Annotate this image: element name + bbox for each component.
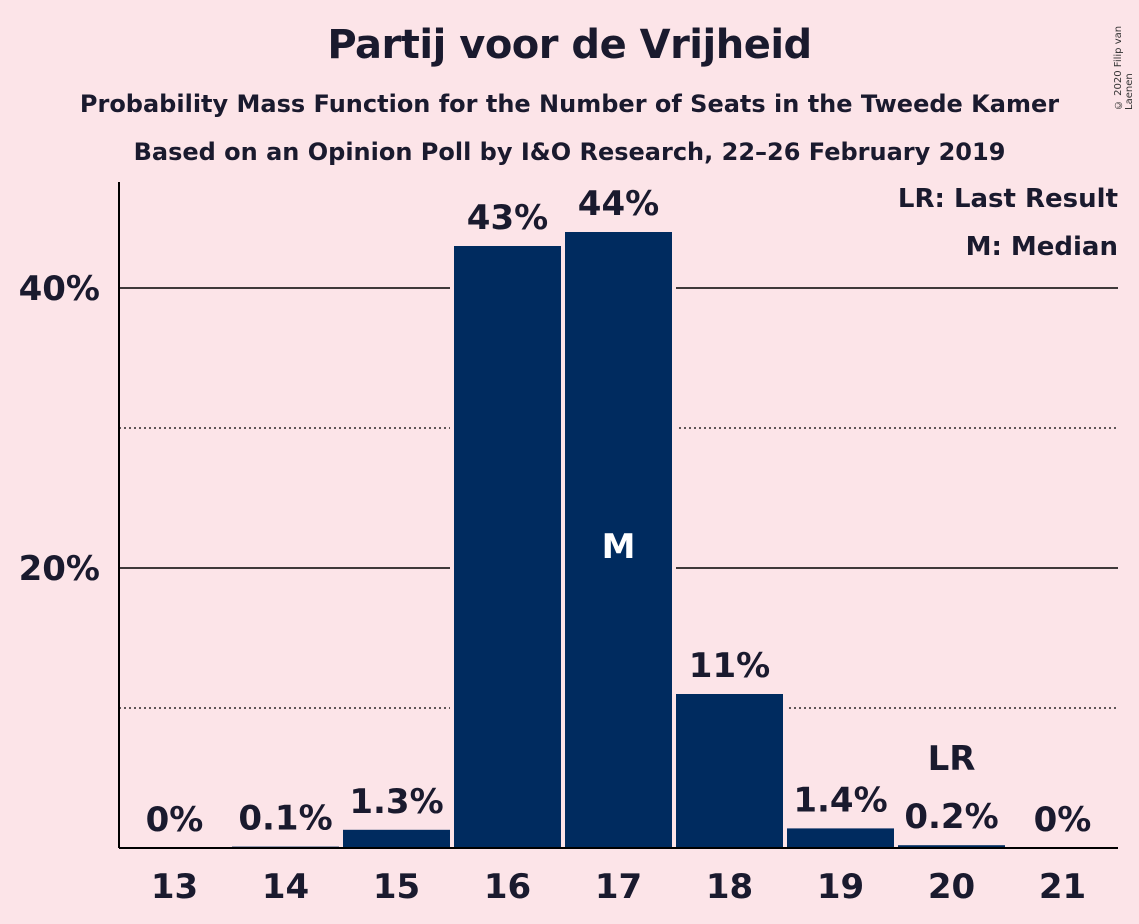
bar-value-label: 44% [578,184,659,224]
bar-value-label: 1.4% [793,780,887,820]
chart-subtitle: Probability Mass Function for the Number… [79,90,1060,118]
chart-title: Partij voor de Vrijheid [327,22,812,68]
x-tick-label: 18 [706,867,753,907]
x-tick-label: 19 [817,867,864,907]
median-marker: M [602,527,636,567]
y-tick-label: 20% [19,549,100,589]
x-tick-label: 17 [595,867,642,907]
x-tick-label: 13 [151,867,198,907]
bar-value-label: 0% [1034,800,1092,840]
bar-gap [228,838,343,848]
chart-source-line: Based on an Opinion Poll by I&O Research… [133,138,1006,166]
bar [454,246,561,848]
bar [676,694,783,848]
last-result-marker: LR [928,739,976,779]
x-tick-label: 15 [373,867,420,907]
x-tick-label: 16 [484,867,531,907]
bar-value-label: 0% [146,800,204,840]
legend-median: M: Median [965,232,1118,262]
bar-value-label: 43% [467,198,548,238]
bar [898,845,1005,848]
x-tick-label: 14 [262,867,309,907]
bar [343,829,450,848]
bar-value-label: 1.3% [349,782,443,822]
y-tick-label: 40% [19,269,100,309]
bar-gap [894,837,1009,848]
legend-last-result: LR: Last Result [897,184,1118,214]
bar [787,828,894,848]
bar [565,232,672,848]
bar-value-label: 0.2% [904,797,998,837]
x-tick-label: 21 [1039,867,1086,907]
bar-value-label: 11% [689,646,770,686]
bar-value-label: 0.1% [238,799,332,839]
x-tick-label: 20 [928,867,975,907]
